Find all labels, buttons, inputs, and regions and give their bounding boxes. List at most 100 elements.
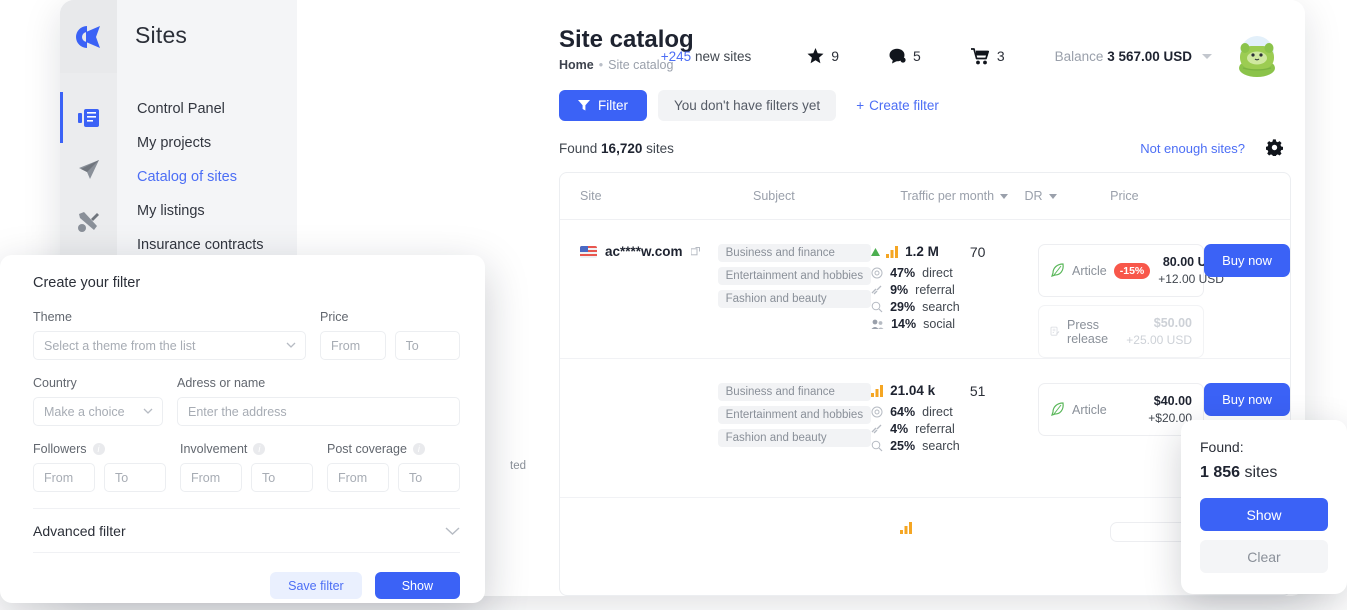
advanced-filter-label: Advanced filter — [33, 523, 126, 539]
sidebar-item-my-projects[interactable]: My projects — [137, 135, 212, 151]
cell-traffic: 21.04 k 64% direct 4% referral — [871, 383, 970, 475]
buy-now-button[interactable]: Buy now — [1204, 244, 1290, 277]
sidebar-nav: Control Panel My projects Catalog of sit… — [117, 92, 297, 262]
info-icon[interactable]: i — [412, 443, 425, 455]
traffic-breakdown-item: 25% search — [871, 439, 970, 453]
favorites-stat[interactable]: 9 — [807, 48, 839, 64]
trend-up-icon — [871, 247, 881, 256]
subject-tag: Entertainment and hobbies — [717, 267, 872, 285]
theme-select[interactable] — [33, 331, 306, 360]
not-enough-sites-link[interactable]: Not enough sites? — [1140, 141, 1245, 156]
referral-icon — [871, 285, 882, 295]
cell-price: Article $40.00 +$20.00 — [1038, 383, 1204, 475]
dialog-row-country-address: Country Adress or name — [33, 376, 460, 426]
settings-gear-button[interactable] — [1265, 139, 1284, 161]
save-filter-button[interactable]: Save filter — [270, 572, 362, 599]
sites-table: Site Subject Traffic per month DR Price — [559, 172, 1291, 596]
subject-tag: Fashion and beauty — [717, 290, 872, 308]
column-header-traffic-label: Traffic per month — [900, 189, 995, 203]
create-filter-dialog: Create your filter Theme Price Country — [0, 255, 485, 603]
traffic-pct: 14% — [891, 317, 917, 331]
field-address: Adress or name — [177, 376, 460, 426]
price-option-article[interactable]: Article -15% 80.00 USD +12.00 USD — [1038, 244, 1224, 298]
involvement-to-input[interactable] — [251, 463, 313, 492]
found-popup-label: Found: — [1200, 439, 1244, 455]
column-header-dr[interactable]: DR — [1025, 189, 1111, 203]
balance-display[interactable]: Balance 3 567.00 USD — [1055, 49, 1192, 64]
post-coverage-label: Post coverage i — [327, 442, 460, 456]
dialog-actions: Save filter Show — [33, 572, 460, 599]
rail-icon-control-panel[interactable] — [60, 92, 117, 143]
sidebar-item-control-panel[interactable]: Control Panel — [137, 101, 225, 117]
breadcrumb-home[interactable]: Home — [559, 58, 594, 72]
followers-to-input[interactable] — [104, 463, 166, 492]
star-icon — [807, 48, 824, 64]
cart-stat[interactable]: 3 — [970, 47, 1005, 65]
buy-now-button[interactable]: Buy now — [1204, 383, 1290, 416]
price-option-type: Press release — [1067, 317, 1109, 346]
subject-tag: Entertainment and hobbies — [717, 406, 872, 424]
advanced-filter-toggle[interactable]: Advanced filter — [33, 508, 460, 553]
chevron-down-icon[interactable] — [1202, 53, 1212, 59]
info-icon[interactable]: i — [92, 443, 105, 455]
balance-value: 3 567.00 USD — [1107, 48, 1192, 64]
shopping-cart-icon — [970, 47, 989, 64]
followers-label-text: Followers — [33, 442, 87, 456]
rail-icon-tools[interactable] — [60, 196, 117, 247]
traffic-pct: 64% — [890, 405, 916, 419]
found-popup-show-button[interactable]: Show — [1200, 498, 1328, 531]
sidebar-item-my-listings[interactable]: My listings — [137, 203, 205, 219]
price-label: Price — [320, 310, 349, 324]
messages-stat[interactable]: 5 — [889, 48, 921, 64]
found-results-popup: Found: 1 856 sites Show Clear — [1181, 420, 1347, 594]
traffic-total: 1.2 M — [871, 244, 970, 259]
cart-count: 3 — [996, 48, 1005, 64]
feather-icon — [1051, 402, 1064, 416]
traffic-label: search — [922, 300, 960, 314]
sidebar-item-insurance-contracts[interactable]: Insurance contracts — [137, 237, 264, 253]
field-price: Price — [320, 310, 460, 360]
involvement-label: Involvement i — [180, 442, 313, 456]
traffic-label: referral — [915, 422, 955, 436]
followers-label: Followers i — [33, 442, 166, 456]
external-link-icon[interactable] — [690, 247, 700, 256]
table-header: Site Subject Traffic per month DR Price — [560, 173, 1290, 220]
chat-bubble-icon — [889, 48, 906, 64]
post-coverage-from-input[interactable] — [327, 463, 389, 492]
show-filter-button[interactable]: Show — [374, 572, 460, 599]
found-count-line: Found 16,720 sites — [559, 141, 674, 156]
sidebar-item-catalog-of-sites[interactable]: Catalog of sites — [137, 169, 237, 185]
found-prefix: Found — [559, 141, 598, 156]
price-option-article[interactable]: Article $40.00 +$20.00 — [1038, 383, 1204, 437]
create-filter-button[interactable]: + Create filter — [856, 98, 939, 113]
country-select[interactable] — [33, 397, 163, 426]
bar-chart-icon — [900, 522, 913, 534]
address-label: Adress or name — [177, 376, 266, 390]
followers-from-input[interactable] — [33, 463, 95, 492]
price-from-input[interactable] — [320, 331, 386, 360]
rail-icon-projects[interactable] — [60, 144, 117, 195]
column-header-price: Price — [1110, 189, 1139, 203]
balance-label: Balance — [1054, 48, 1104, 64]
column-header-traffic[interactable]: Traffic per month — [900, 189, 1024, 203]
address-input[interactable] — [177, 397, 460, 426]
info-icon[interactable]: i — [253, 443, 266, 455]
found-popup-clear-button[interactable]: Clear — [1200, 540, 1328, 573]
site-domain: ac****w.com — [605, 244, 683, 259]
filter-button[interactable]: Filter — [559, 90, 647, 121]
cell-traffic: 1.2 M 47% direct 9% referral — [871, 244, 970, 336]
brand-logo[interactable] — [60, 0, 117, 73]
subject-tag: Fashion and beauty — [717, 429, 872, 447]
price-option-press-release[interactable]: Press release $50.00 +25.00 USD — [1038, 305, 1204, 359]
breadcrumb: Home • Site catalog — [559, 58, 673, 72]
post-coverage-to-input[interactable] — [398, 463, 460, 492]
target-icon — [871, 406, 883, 418]
discount-badge: -15% — [1113, 262, 1151, 279]
site-name[interactable]: ac****w.com — [580, 244, 718, 259]
new-sites-link[interactable]: +245 new sites — [661, 49, 751, 64]
avatar[interactable] — [1234, 34, 1281, 78]
price-to-input[interactable] — [394, 331, 460, 360]
involvement-from-input[interactable] — [180, 463, 242, 492]
comeback-logo-icon — [75, 25, 100, 48]
found-count: 16,720 — [601, 141, 643, 156]
